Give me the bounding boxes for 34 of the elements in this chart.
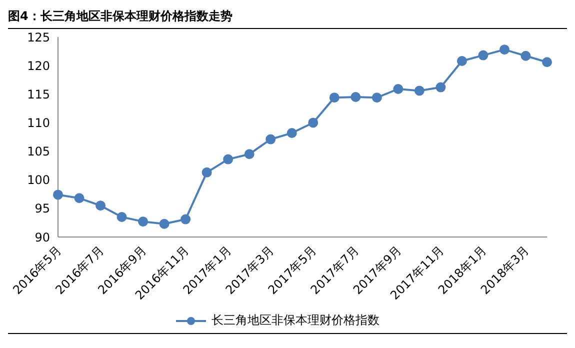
y-tick-label: 125	[27, 30, 50, 44]
y-tick-label: 90	[34, 230, 50, 244]
point	[223, 154, 234, 164]
point	[542, 57, 552, 68]
y-tick-label: 110	[27, 116, 50, 130]
point	[308, 118, 318, 128]
point	[499, 44, 510, 55]
point	[53, 190, 63, 200]
point	[520, 50, 531, 61]
point	[266, 134, 276, 144]
point	[414, 86, 424, 96]
point	[138, 216, 148, 227]
point	[372, 92, 382, 103]
point	[436, 82, 446, 92]
point	[74, 193, 84, 204]
y-tick-label: 100	[27, 173, 50, 188]
point	[350, 92, 361, 102]
point	[202, 167, 212, 178]
y-tick-label: 105	[27, 144, 50, 159]
point	[96, 200, 106, 211]
legend-label: 长三角地区非保本理财价格指数	[210, 312, 380, 329]
point	[159, 218, 170, 229]
y-tick-label: 120	[27, 58, 50, 73]
point	[329, 92, 340, 103]
point	[286, 128, 297, 138]
point	[456, 56, 467, 66]
point	[393, 84, 404, 94]
y-tick-label: 115	[27, 87, 50, 102]
point	[180, 214, 191, 224]
y-tick-label: 95	[34, 202, 50, 216]
point	[244, 149, 254, 160]
point	[116, 212, 127, 222]
chart-title: 图4：长三角地区非保本理财价格指数走势	[8, 8, 567, 29]
point	[478, 50, 488, 60]
